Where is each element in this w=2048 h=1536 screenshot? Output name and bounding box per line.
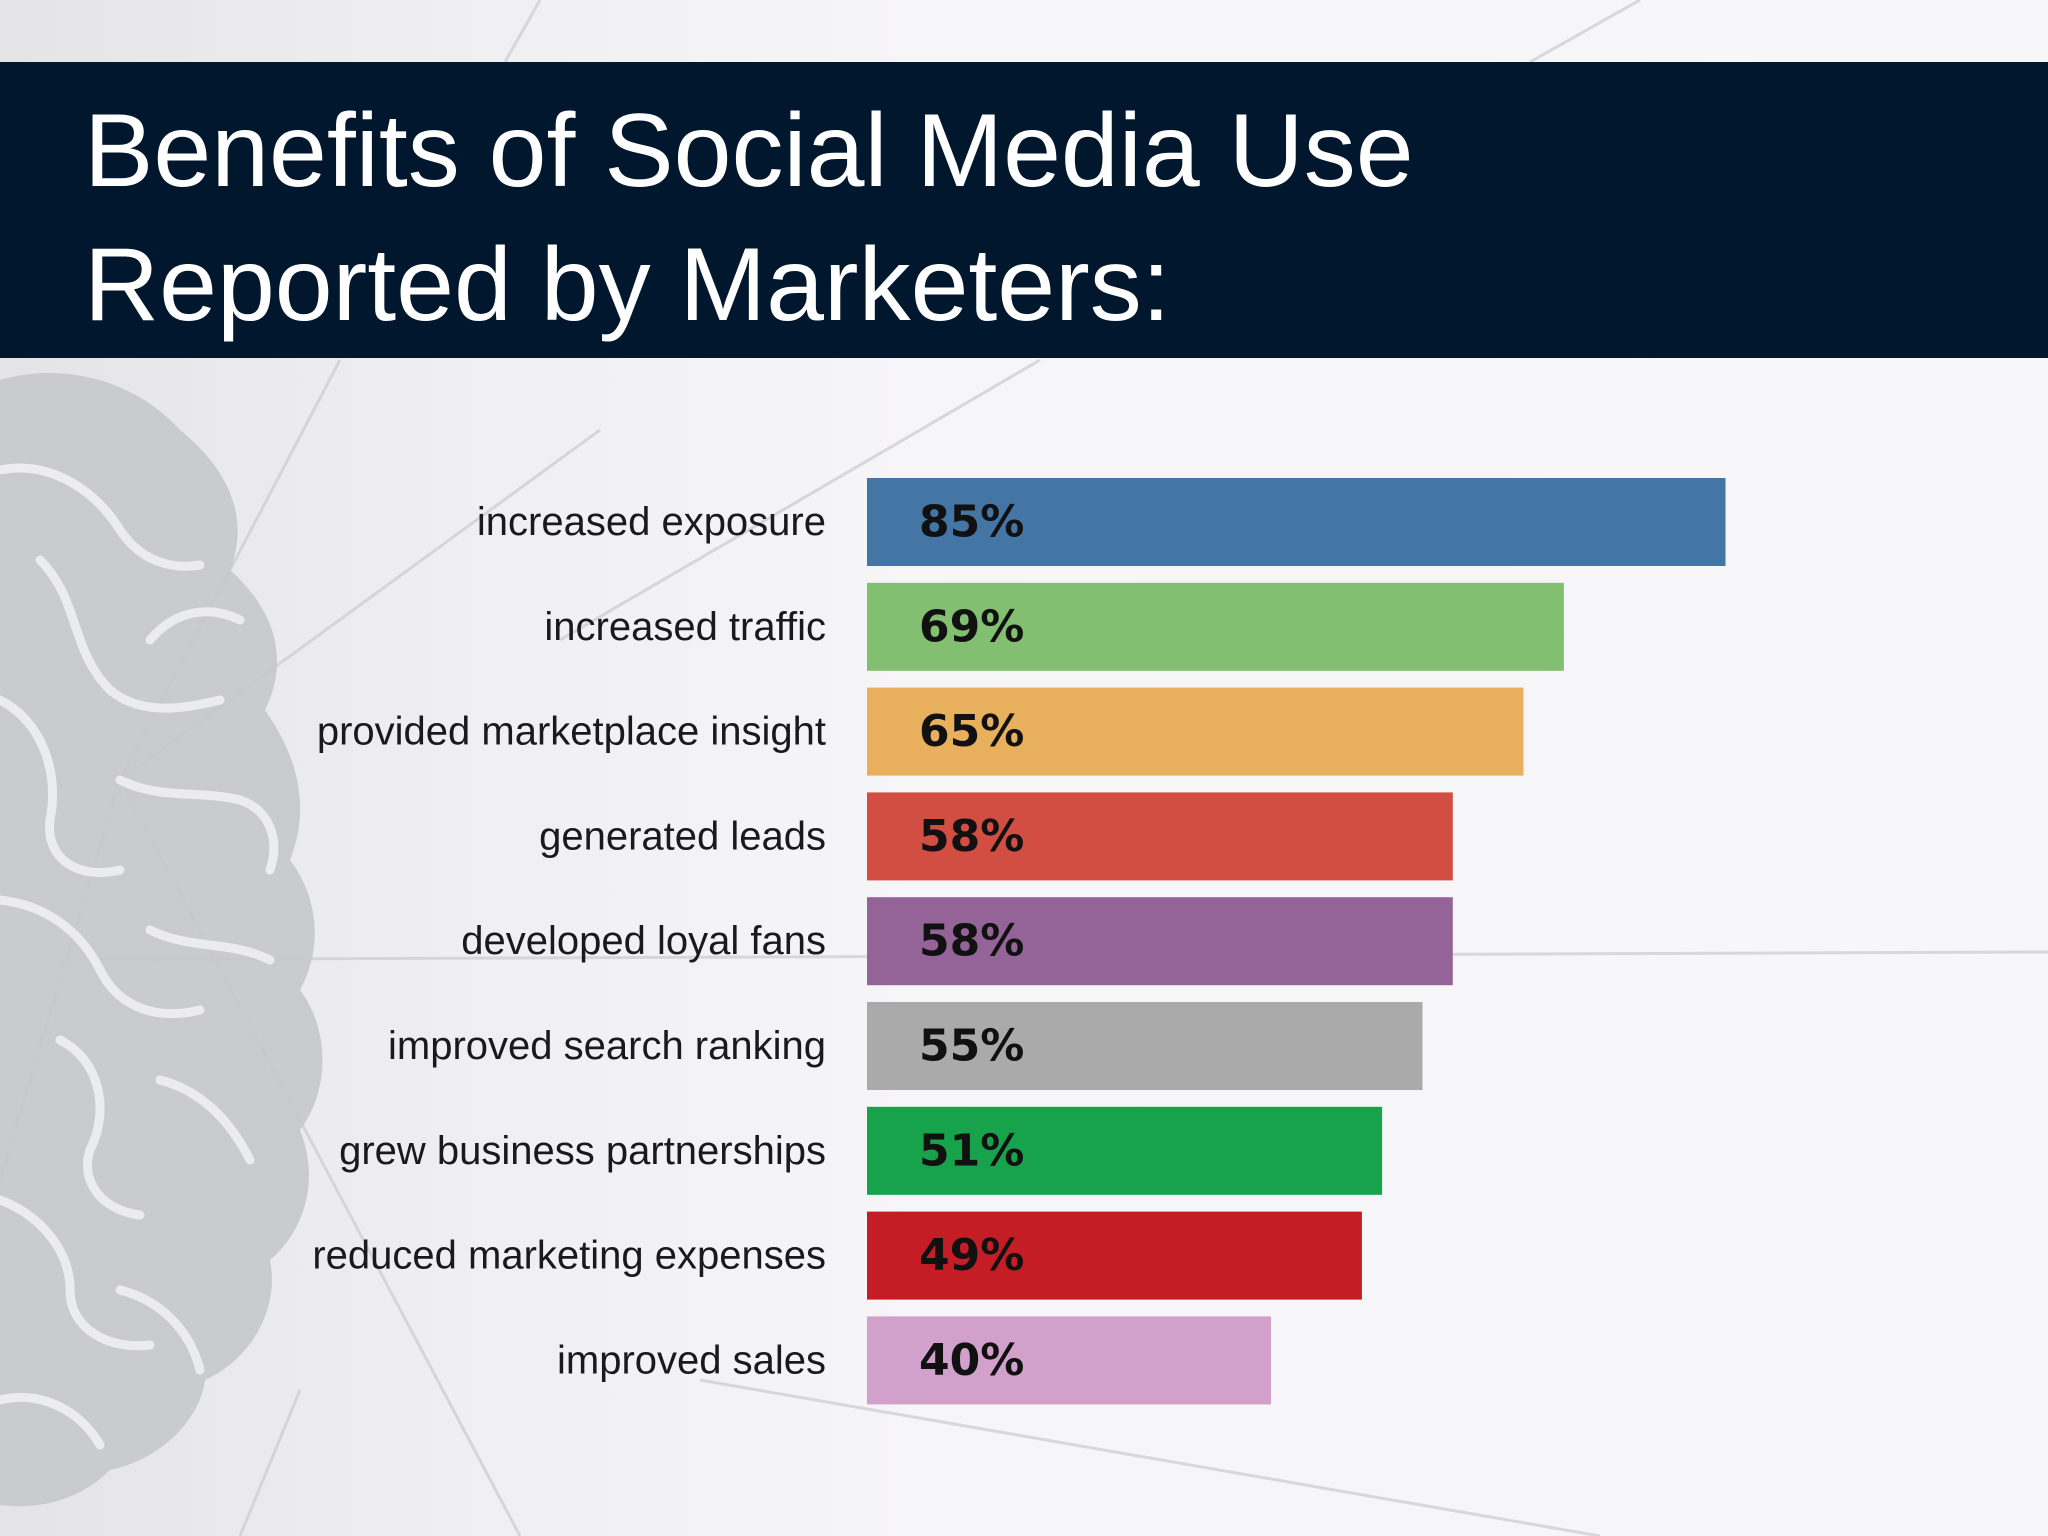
bar-developed-loyal-fans <box>867 897 1453 986</box>
category-label: generated leads <box>539 814 826 858</box>
slide-title: Benefits of Social Media Use Reported by… <box>84 84 1884 352</box>
data-label: 58% <box>919 916 1024 967</box>
data-label: 55% <box>919 1021 1024 1072</box>
title-band <box>0 62 2048 358</box>
data-label: 49% <box>919 1230 1024 1281</box>
data-label: 85% <box>919 497 1024 548</box>
data-label: 69% <box>919 601 1024 652</box>
category-label: increased traffic <box>544 605 826 649</box>
category-label: improved search ranking <box>388 1024 826 1068</box>
bar-reduced-marketing-expenses <box>867 1211 1362 1300</box>
category-label: grew business partnerships <box>339 1129 826 1173</box>
data-label: 40% <box>919 1335 1024 1386</box>
data-label: 65% <box>919 706 1024 757</box>
slide-title-line-2: Reported by Marketers: <box>84 227 1171 343</box>
category-label: increased exposure <box>477 500 826 544</box>
bar-generated-leads <box>867 792 1453 881</box>
data-label: 58% <box>919 811 1024 862</box>
brain-silhouette <box>0 373 323 1507</box>
bar-increased-exposure <box>867 478 1726 566</box>
bar-provided-marketplace-insight <box>867 687 1524 776</box>
category-label: improved sales <box>557 1338 826 1382</box>
data-label: 51% <box>919 1125 1024 1176</box>
category-label: provided marketplace insight <box>317 710 826 754</box>
bar-improved-sales <box>867 1316 1271 1405</box>
slide-title-line-1: Benefits of Social Media Use <box>84 93 1414 209</box>
category-label: reduced marketing expenses <box>312 1234 826 1278</box>
bar-grew-business-partnerships <box>867 1106 1383 1195</box>
bar-increased-traffic <box>867 582 1564 671</box>
category-label: developed loyal fans <box>461 919 826 963</box>
bar-improved-search-ranking <box>867 1002 1423 1090</box>
